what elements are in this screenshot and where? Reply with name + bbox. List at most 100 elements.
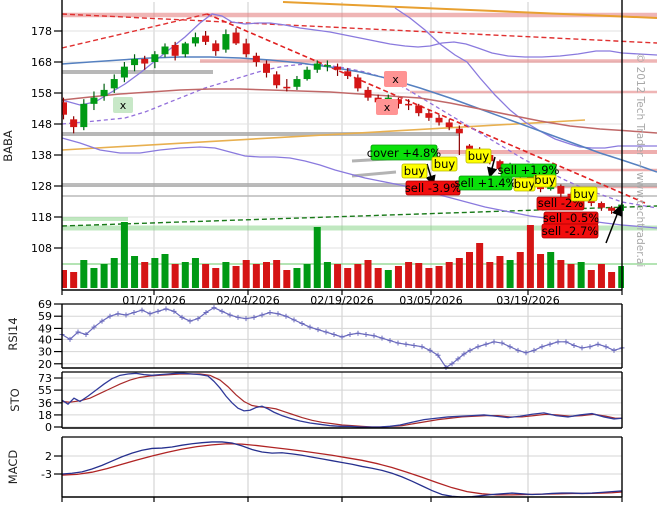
y-axis-title-rsi: RSI14	[6, 317, 20, 350]
trade-label-buy: buy	[401, 163, 428, 179]
candle-up	[191, 37, 199, 44]
crossover-markers: x x x	[113, 71, 407, 115]
volume-bar	[445, 262, 453, 288]
volume-bar	[577, 262, 585, 288]
overlay-orange-trend-top	[282, 1, 657, 19]
trade-label-loss: sell -0.5%	[543, 211, 599, 226]
volume-bar	[425, 268, 433, 288]
svg-text:buy: buy	[404, 164, 426, 178]
svg-text:20: 20	[38, 358, 52, 371]
volume-bar	[344, 268, 352, 288]
trade-label-buy: buy	[431, 156, 458, 172]
trade-label-buy: buy	[533, 173, 557, 188]
overlay-purple-ema-dive	[394, 7, 657, 149]
candle-up	[161, 46, 169, 55]
svg-text:49: 49	[38, 322, 52, 335]
panel-titles: BABA RSI14 STO MACD	[1, 130, 22, 484]
trade-label-gain: sell +1.4%	[455, 175, 517, 191]
svg-text:-3: -3	[41, 468, 52, 481]
candle-down	[496, 161, 504, 169]
axis-labels: 1781681581481381281181086959494030207355…	[31, 25, 623, 502]
overlay-orange-trend-mid	[61, 119, 586, 151]
volume-bar	[283, 270, 291, 288]
volume-bar	[273, 260, 281, 288]
candle-down	[263, 63, 270, 73]
signal-arrow	[605, 205, 622, 244]
volume-bar	[394, 266, 402, 288]
volume-bar	[597, 264, 605, 288]
candle-down	[212, 43, 220, 52]
candle-down	[283, 86, 291, 89]
candle-down	[354, 77, 362, 89]
volume-bar	[354, 264, 362, 288]
svg-text:118: 118	[31, 211, 52, 224]
volume-bar	[415, 263, 423, 288]
x-marker-red	[376, 99, 398, 115]
volume-bar	[435, 266, 443, 288]
volume-bar	[405, 262, 413, 288]
x-marker-red	[384, 71, 407, 87]
svg-text:buy: buy	[434, 157, 456, 171]
svg-text:buy: buy	[468, 149, 490, 163]
candle-down	[405, 103, 413, 106]
candle-up	[303, 69, 311, 80]
svg-text:168: 168	[31, 56, 52, 69]
volume-bar	[537, 254, 545, 288]
trade-label-buy: buy	[513, 177, 536, 192]
volume-bar	[496, 256, 504, 288]
trade-label-gain: cover +4.8%	[367, 144, 442, 161]
candle-down	[344, 71, 352, 76]
candle-down	[425, 113, 433, 118]
volume-bar	[516, 252, 524, 288]
candle-up	[293, 79, 301, 87]
candle-down	[202, 35, 210, 42]
candle-down	[334, 66, 342, 70]
volume-bar	[120, 222, 128, 288]
svg-text:cover +4.8%: cover +4.8%	[367, 146, 442, 160]
candle-down	[415, 105, 423, 114]
candle-down	[141, 58, 149, 64]
volume-bar	[557, 260, 565, 288]
trade-label-loss: sell -3.9%	[405, 180, 461, 196]
volume-bar	[151, 258, 159, 288]
volume-bar	[323, 262, 331, 288]
candle-down	[242, 43, 250, 55]
candle-down	[597, 203, 605, 208]
svg-text:02/19/2026: 02/19/2026	[310, 294, 373, 307]
candle-up	[151, 54, 159, 62]
signal-arrow	[487, 156, 498, 179]
rsi-line	[59, 305, 625, 370]
svg-text:36: 36	[38, 397, 52, 410]
svg-text:138: 138	[31, 149, 52, 162]
svg-text:buy: buy	[534, 173, 556, 187]
svg-text:x: x	[384, 101, 391, 114]
candle-down	[62, 102, 67, 115]
volume-bar	[364, 260, 372, 288]
svg-text:x: x	[120, 99, 127, 112]
x-marker-green	[113, 97, 133, 113]
svg-text:178: 178	[31, 25, 52, 38]
candle-down	[273, 74, 281, 86]
svg-text:03/05/2026: 03/05/2026	[399, 294, 462, 307]
volume-bar	[131, 256, 139, 288]
trade-label-buy: buy	[465, 148, 492, 164]
volume-bar	[212, 268, 220, 288]
volume-bar	[232, 266, 240, 288]
overlay-red-dashed-rise	[61, 13, 208, 49]
svg-text:69: 69	[38, 298, 52, 311]
svg-text:59: 59	[38, 310, 52, 323]
candle-up	[90, 97, 98, 104]
volume-bar	[181, 262, 189, 288]
volume-bar	[90, 268, 98, 288]
svg-text:2: 2	[45, 450, 52, 463]
volume-bar	[202, 264, 210, 288]
candle-up	[222, 34, 230, 50]
candle-up	[131, 58, 139, 66]
volume-bar	[70, 272, 78, 288]
candle-down	[70, 119, 78, 128]
volume-bar	[384, 270, 392, 288]
candle-down	[557, 186, 565, 194]
svg-text:03/19/2026: 03/19/2026	[496, 294, 559, 307]
